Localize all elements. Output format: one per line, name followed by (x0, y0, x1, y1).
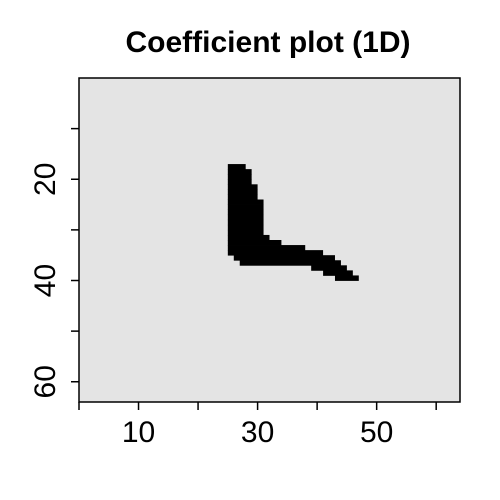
heatmap-cell-row (227, 184, 258, 190)
heatmap-cell-row (227, 174, 252, 180)
heatmap-cell-row (239, 260, 341, 266)
heatmap-cell-row (227, 169, 252, 175)
heatmap-cell-row (227, 219, 264, 226)
heatmap-cell-row (227, 224, 264, 231)
heatmap-cell-row (227, 209, 264, 216)
y-tick-label: 60 (29, 365, 62, 398)
heatmap-cell-row (227, 199, 264, 205)
plot-frame (78, 77, 461, 403)
heatmap-cell-row (227, 240, 282, 246)
heatmap-cell-row (227, 164, 246, 170)
heatmap-cell-row (227, 245, 306, 251)
heatmap-cell-row (227, 234, 270, 241)
heatmap-cell-row (227, 250, 324, 256)
y-tick-label: 40 (29, 264, 62, 297)
heatmap-cell-row (227, 179, 252, 185)
y-tick-label: 20 (29, 163, 62, 196)
x-tick-label: 10 (122, 416, 155, 449)
x-axis: 10 30 50 (78, 402, 437, 449)
heatmap-cell-row (323, 270, 353, 276)
heatmap-cell-row (334, 275, 359, 281)
chart-title: Coefficient plot (1D) (126, 26, 411, 59)
heatmap-cell-row (227, 229, 264, 236)
heatmap-cell-row (311, 265, 347, 271)
heatmap-cell-row (227, 194, 258, 200)
x-tick-label: 50 (360, 416, 393, 449)
x-tick-label: 30 (241, 416, 274, 449)
heatmap-cell-row (227, 204, 264, 211)
heatmap-area (79, 78, 460, 402)
heatmap-cell-row (227, 189, 258, 195)
heatmap-cell-row (227, 214, 264, 221)
heatmap-cell-row (233, 255, 335, 261)
y-axis: 20 40 60 (29, 127, 79, 398)
